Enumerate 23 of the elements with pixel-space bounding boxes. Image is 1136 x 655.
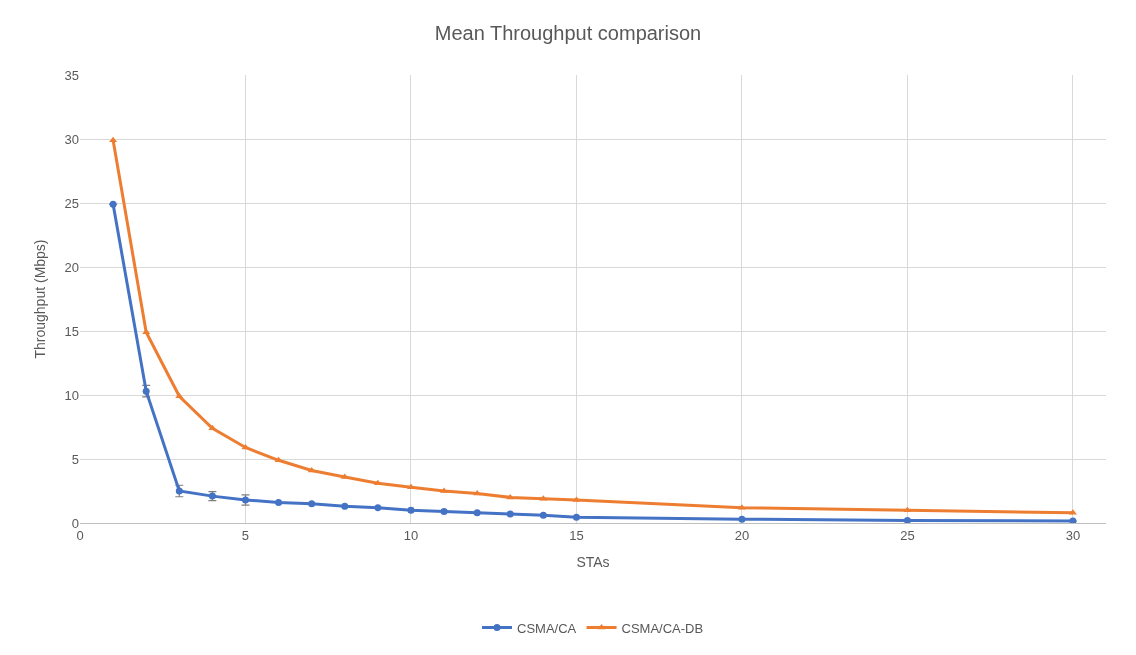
x-tick-label: 15 [569,527,584,543]
y-tick-label: 25 [64,195,79,211]
y-axis-title: Throughput (Mbps) [32,239,49,359]
chart-title: Mean Throughput comparison [434,22,702,45]
x-tick-label: 25 [900,527,915,543]
y-tick-label: 5 [71,451,79,467]
y-tick-label: 30 [64,131,79,147]
point [506,493,515,500]
y-tick-label: 35 [64,67,79,83]
y-tick-label: 20 [64,259,79,275]
point [208,424,217,431]
legend-label: CSMA/CA [517,620,577,636]
x-tick-label: 20 [734,527,750,543]
x-axis-title: STAs [576,553,610,570]
y-tick-label: 0 [71,515,79,531]
x-tick-label: 30 [1065,527,1081,543]
legend-label: CSMA/CA-DB [621,620,704,636]
x-tick-label: 10 [403,527,419,543]
point [109,136,118,143]
x-tick-label: 5 [241,527,250,543]
y-tick-label: 15 [64,323,79,339]
y-tick-label: 10 [64,387,79,403]
point [175,392,184,399]
